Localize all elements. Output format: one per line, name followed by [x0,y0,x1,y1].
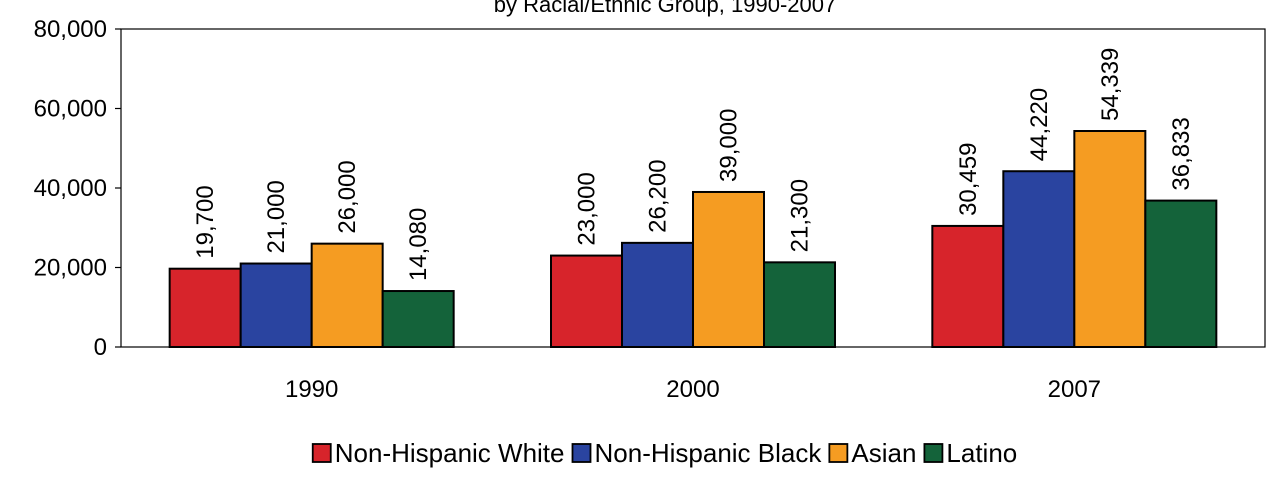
data-label: 30,459 [955,143,982,216]
data-label: 36,833 [1168,117,1195,190]
bar [168,267,242,349]
y-axis: 0 20,000 40,000 60,000 80,000 [34,16,121,361]
bar [550,254,623,348]
x-axis: 1990 2000 2007 [285,376,1101,403]
legend: Non-Hispanic White Non-Hispanic Black Asia… [311,438,1017,468]
bar [310,242,384,348]
y-tick-label: 80,000 [34,16,107,43]
bar [763,261,836,348]
bar [931,224,1005,348]
bar [1073,130,1147,348]
legend-label: Latino [946,438,1017,468]
data-label: 19,700 [192,185,219,258]
bar [239,262,313,348]
data-label: 44,220 [1026,88,1053,161]
data-label: 23,000 [574,172,601,245]
bar [381,290,455,349]
bar [621,241,694,348]
x-tick-label: 2007 [1048,376,1101,403]
x-tick-label: 1990 [285,376,338,403]
bar [1002,170,1076,348]
y-tick-label: 0 [94,334,107,361]
y-tick-label: 40,000 [34,175,107,202]
data-label: 14,080 [405,208,432,281]
bar [1144,199,1218,348]
data-label: 39,000 [716,109,743,182]
bar-series-group [168,130,1218,349]
legend-swatch [828,443,849,463]
data-labels: 19,700 21,000 26,000 14,080 23,000 26,200 39,0… [192,48,1195,281]
legend-swatch [923,443,944,463]
chart-title: by Racial/Ethnic Group, 1990-2007 [494,0,836,17]
legend-label: Non-Hispanic Black [594,438,822,468]
y-tick-label: 60,000 [34,96,107,123]
legend-swatch [571,443,592,463]
legend-label: Non-Hispanic White [335,438,565,468]
data-label: 21,300 [787,179,814,252]
legend-item: Asian [828,438,916,468]
legend-label: Asian [851,438,916,468]
data-label: 21,000 [263,180,290,253]
y-tick-label: 20,000 [34,255,107,282]
legend-swatch [311,443,332,463]
legend-item: Non-Hispanic Black [571,438,822,468]
bar [692,190,765,348]
x-tick-label: 2000 [666,376,719,403]
legend-item: Latino [923,438,1017,468]
data-label: 26,000 [334,160,361,233]
legend-item: Non-Hispanic White [311,438,565,468]
data-label: 54,339 [1097,48,1124,121]
data-label: 26,200 [645,159,672,232]
